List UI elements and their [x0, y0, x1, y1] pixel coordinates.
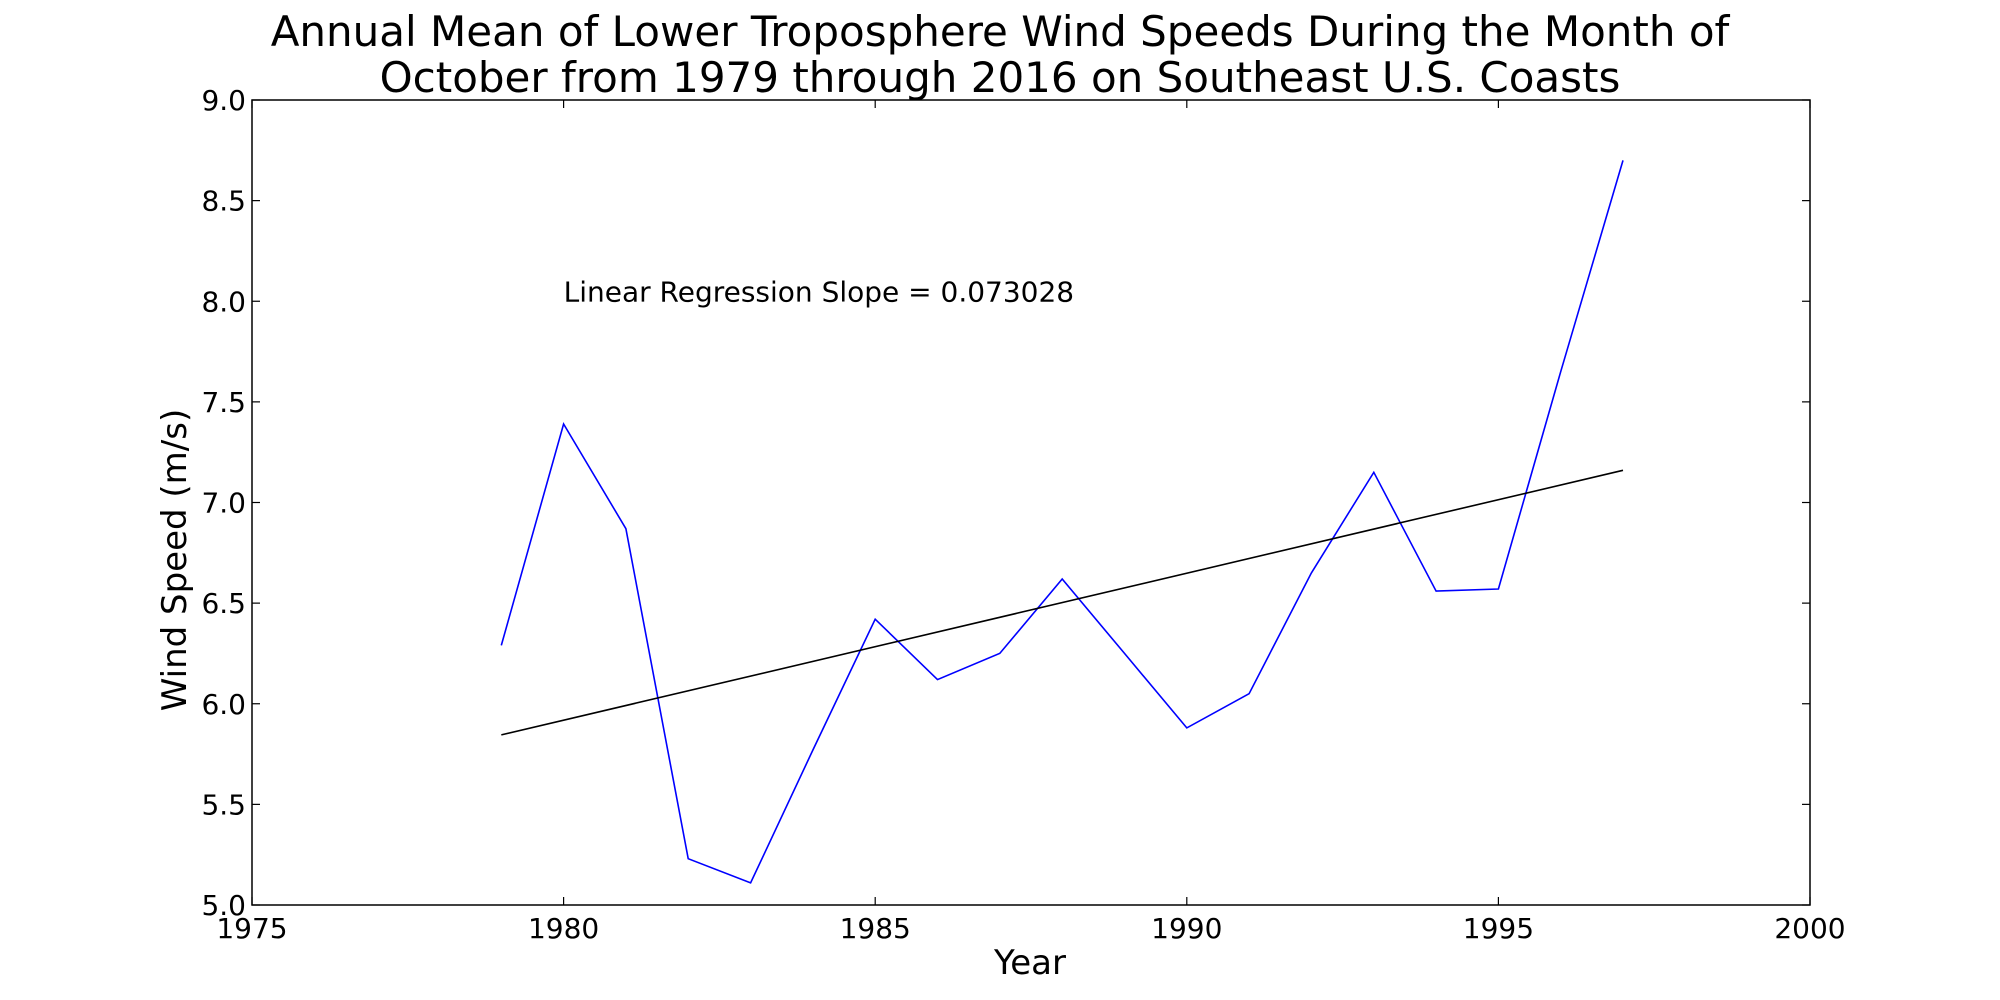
wind-speed-series-line: [500, 160, 1624, 884]
x-tick-label: 1975: [216, 912, 287, 945]
x-tick-label: 1985: [840, 912, 911, 945]
x-tick-label: 1980: [528, 912, 599, 945]
y-tick-label: 9.0: [201, 84, 246, 117]
regression-annotation: Linear Regression Slope = 0.073028: [564, 275, 1075, 308]
series-layer: [500, 160, 1624, 884]
chart-title-line-1: Annual Mean of Lower Troposphere Wind Sp…: [271, 7, 1731, 56]
y-tick-label: 7.5: [201, 386, 246, 419]
y-tick-label: 8.0: [201, 285, 246, 318]
y-tick-label: 8.5: [201, 185, 246, 218]
y-tick-label: 6.0: [201, 688, 246, 721]
y-tick-label: 7.0: [201, 487, 246, 520]
y-tick-label: 5.5: [201, 788, 246, 821]
regression-line: [501, 469, 1624, 736]
y-axis-label: Wind Speed (m/s): [155, 409, 195, 711]
x-axis-label: Year: [993, 943, 1066, 983]
y-tick-label: 6.5: [201, 587, 246, 620]
plot-frame: [251, 99, 1811, 906]
chart-title-line-2: October from 1979 through 2016 on Southe…: [380, 53, 1621, 102]
ticks-layer: 1975 1980 1985 1990 1995 2000 5.0 5.5 6.0 6.5 7.0 7…: [201, 84, 1845, 945]
y-tick-label: 5.0: [201, 889, 246, 922]
x-tick-label: 2000: [1774, 912, 1845, 945]
x-tick-label: 1995: [1463, 912, 1534, 945]
x-tick-label: 1990: [1151, 912, 1222, 945]
